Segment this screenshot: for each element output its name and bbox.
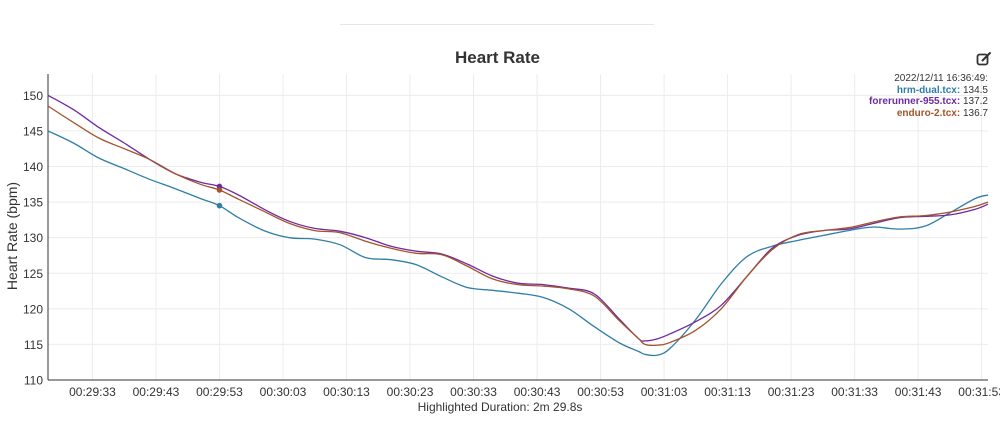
y-tick-label: 110 <box>24 374 43 388</box>
x-tick-label: 00:31:03 <box>641 385 688 399</box>
highlighted-duration: Highlighted Duration: 2m 29.8s <box>417 400 583 414</box>
series-lines <box>47 94 989 357</box>
y-tick-label: 135 <box>23 196 43 210</box>
x-tick-label: 00:30:03 <box>260 385 307 399</box>
y-tick-label: 125 <box>23 267 43 281</box>
series-line-hrm-dual <box>47 130 989 357</box>
y-axis-label: Heart Rate (bpm) <box>4 182 20 290</box>
tooltip-label: forerunner-955.tcx: <box>869 96 961 107</box>
x-tick-label: 00:31:43 <box>895 385 942 399</box>
chart-title: Heart Rate <box>454 48 541 67</box>
series-line-forerunner-955 <box>47 94 989 342</box>
tooltip-timestamp: 2022/12/11 16:36:49: <box>894 73 988 84</box>
top-divider <box>340 24 654 25</box>
tooltip-row-hrm-dual: hrm-dual.tcx: 134.5 <box>869 85 988 97</box>
edit-button[interactable] <box>976 51 992 67</box>
x-tick-label: 00:31:23 <box>768 385 815 399</box>
y-tick-label: 145 <box>23 124 43 138</box>
x-tick-label: 00:30:33 <box>450 385 497 399</box>
x-tick-label: 00:29:33 <box>69 385 116 399</box>
x-tick-label: 00:30:53 <box>577 385 624 399</box>
x-tick-label: 00:31:53 <box>958 385 1000 399</box>
x-tick-label: 00:29:43 <box>133 385 180 399</box>
highlight-markers <box>216 183 223 209</box>
x-tick-label: 00:31:13 <box>704 385 751 399</box>
tooltip-value: 134.5 <box>962 84 988 96</box>
tooltip-row-enduro: enduro-2.tcx: 136.7 <box>869 108 988 120</box>
grid <box>48 74 988 381</box>
x-tick-label: 00:30:43 <box>514 385 561 399</box>
y-tick-label: 120 <box>23 302 43 316</box>
highlight-point-enduro-2 <box>216 187 223 193</box>
tooltip-label: hrm-dual.tcx: <box>896 84 961 96</box>
tooltip-row-forerunner: forerunner-955.tcx: 137.2 <box>869 96 988 108</box>
x-tick-label: 00:30:13 <box>323 385 370 399</box>
x-tick-label: 00:30:23 <box>387 385 434 399</box>
tooltip-label: enduro-2.tcx: <box>896 107 961 119</box>
hover-tooltip: 2022/12/11 16:36:49: hrm-dual.tcx: 134.5… <box>869 73 988 119</box>
tooltip-value: 136.7 <box>962 107 988 119</box>
y-tick-label: 140 <box>23 160 43 174</box>
edit-icon <box>976 52 991 66</box>
x-tick-label: 00:29:53 <box>196 385 243 399</box>
axes: 110 115 120 125 130 135 140 145 150 00:29:33 00:29… <box>23 74 1000 399</box>
tooltip-value: 137.2 <box>962 96 988 107</box>
highlight-point-hrm-dual <box>216 202 223 209</box>
y-tick-label: 130 <box>23 231 43 245</box>
series-line-enduro-2 <box>47 105 989 346</box>
y-tick-label: 115 <box>24 338 43 352</box>
x-tick-label: 00:31:33 <box>831 385 878 399</box>
y-tick-label: 150 <box>23 89 43 103</box>
